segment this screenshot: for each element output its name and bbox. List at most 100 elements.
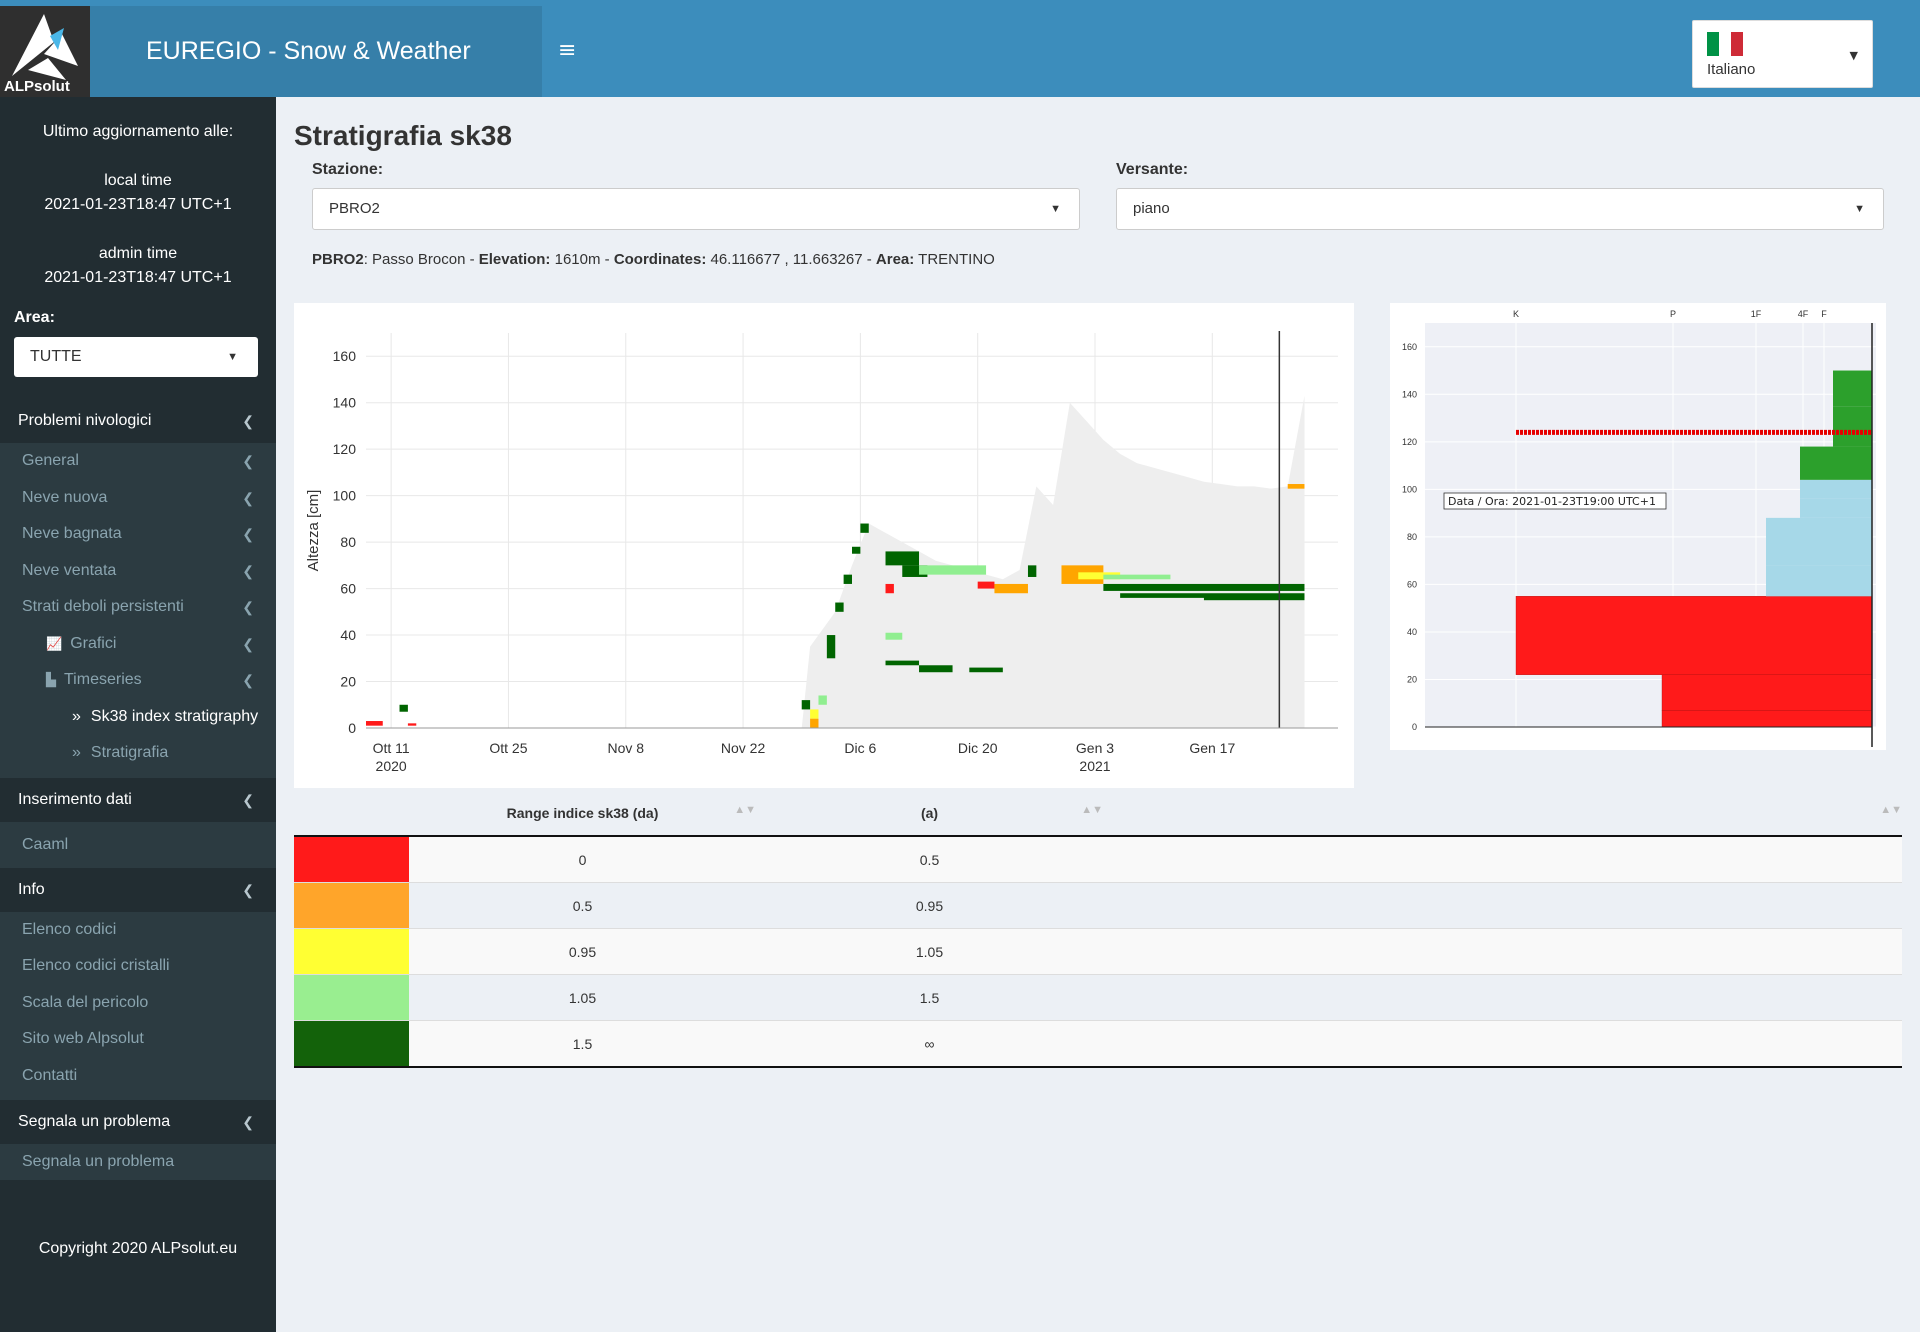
- sidebar: Ultimo aggiornamento alle: local time 20…: [0, 97, 276, 1332]
- stability-layer: [919, 565, 987, 575]
- top-tick-label: 1F: [1751, 309, 1762, 319]
- menu-item-scala-pericolo[interactable]: Scala del pericolo: [22, 993, 149, 1011]
- sort-icon[interactable]: ▲▼: [1081, 804, 1103, 816]
- sort-icon[interactable]: ▲▼: [1880, 804, 1902, 816]
- hardness-profile-chart[interactable]: 0 20 40 60 80 100 120 140 160 K P 1F 4F F Data / Ora: …: [1390, 303, 1886, 750]
- menu-item-contatti[interactable]: Contatti: [22, 1066, 78, 1084]
- chevron-left-icon: ❮: [242, 453, 254, 469]
- area-label: Area:: [14, 309, 55, 326]
- chevron-left-icon: ❮: [242, 1114, 254, 1130]
- date-annotation: Data / Ora: 2021-01-23T19:00 UTC+1: [1443, 492, 1667, 510]
- table-cell: 1.05: [409, 974, 756, 1021]
- mountain-logo-icon: [12, 14, 78, 80]
- y-tick-label: 80: [340, 534, 356, 550]
- stability-layer: [1203, 595, 1305, 601]
- chevron-left-icon: ❮: [242, 526, 254, 542]
- stability-layer: [1120, 593, 1305, 598]
- menu-item-segnala[interactable]: Segnala un problema: [22, 1153, 175, 1170]
- language-select[interactable]: Italiano ▼: [1692, 20, 1873, 88]
- hamburger-menu-icon[interactable]: ≡: [558, 38, 577, 63]
- station-info: PBRO2: Passo Brocon - Elevation: 1610m -…: [312, 251, 995, 268]
- menu-segnala[interactable]: Segnala un problema ❮: [0, 1100, 276, 1144]
- menu-item-timeseries[interactable]: ▙ Timeseries ❮: [0, 662, 276, 699]
- aspect-label: Versante:: [1116, 161, 1189, 178]
- segnala-submenu: Segnala un problema: [0, 1144, 276, 1180]
- x-tick-label: Nov 22: [721, 740, 766, 756]
- sk38-stratigraphy-chart[interactable]: 0 20 40 60 80 100 120 140 160 Ott 11 Ott 25 Nov 8 No…: [294, 303, 1354, 788]
- menu-item-neve-bagnata[interactable]: Neve bagnata ❮: [0, 516, 276, 553]
- table-row: 1.05 1.5: [294, 974, 1902, 1021]
- menu-inserimento-dati[interactable]: Inserimento dati ❮: [0, 778, 276, 822]
- stability-layer: [407, 723, 417, 726]
- y-tick-label: 140: [333, 395, 357, 411]
- table-header-to[interactable]: (a) ▲▼: [756, 790, 1103, 837]
- area-value: TUTTE: [30, 348, 82, 365]
- menu-item-strati-deboli[interactable]: Strati deboli persistenti ❮: [0, 589, 276, 626]
- update-title: Ultimo aggiornamento alle:: [42, 123, 234, 140]
- menu-item-stratigrafia[interactable]: » Stratigrafia: [72, 744, 169, 761]
- menu-item-sk38[interactable]: » Sk38 index stratigraphy: [72, 707, 259, 725]
- y-tick-label: 140: [1402, 389, 1417, 399]
- table-header-empty[interactable]: ▲▼: [1103, 790, 1902, 837]
- table-cell: 0.95: [409, 928, 756, 975]
- top-tick-label: 4F: [1798, 309, 1809, 319]
- station-value: PBRO2: [329, 200, 380, 217]
- table-header-from[interactable]: Range indice sk38 (da) ▲▼: [409, 790, 756, 837]
- area-select[interactable]: TUTTE ▼: [14, 337, 258, 377]
- chevron-left-icon: ❮: [242, 881, 254, 898]
- stability-layer: [826, 635, 836, 659]
- page-title: Stratigrafia sk38: [294, 120, 512, 151]
- stability-layer: [399, 704, 408, 712]
- double-chevron-right-icon: »: [72, 707, 81, 725]
- menu-problemi-nivologici[interactable]: Problemi nivologici ❮: [0, 399, 276, 443]
- sk38-chart-svg[interactable]: 0 20 40 60 80 100 120 140 160 Ott 11 Ott 25 Nov 8 No…: [294, 303, 1354, 788]
- menu-item-elenco-cristalli[interactable]: Elenco codici cristalli: [22, 957, 170, 974]
- stability-layer: [1287, 484, 1305, 489]
- stability-layer: [885, 660, 920, 666]
- y-axis-label: Altezza [cm]: [305, 490, 322, 572]
- x-year-label: 2020: [376, 758, 407, 774]
- aspect-select[interactable]: piano ▼: [1116, 188, 1884, 230]
- annotation-text: Data / Ora: 2021-01-23T19:00 UTC+1: [1448, 495, 1656, 508]
- sk38-legend-table: Range indice sk38 (da) ▲▼ (a) ▲▼ ▲▼ 0 0.5 …: [294, 790, 1902, 1068]
- menu-item-sito-web[interactable]: Sito web Alpsolut: [22, 1030, 144, 1047]
- table-cell: 0: [409, 835, 756, 883]
- menu-item-neve-ventata[interactable]: Neve ventata ❮: [0, 553, 276, 590]
- menu-item-neve-nuova[interactable]: Neve nuova ❮: [0, 480, 276, 517]
- app-title[interactable]: EUREGIO - Snow & Weather: [90, 6, 542, 97]
- menu-info[interactable]: Info ❮: [0, 868, 276, 912]
- menu-label: Segnala un problema: [18, 1113, 171, 1130]
- stability-layer: [852, 546, 861, 554]
- stability-layer: [977, 581, 995, 589]
- station-select[interactable]: PBRO2 ▼: [312, 188, 1080, 230]
- stability-layer: [902, 565, 928, 577]
- local-time-label: local time: [104, 172, 172, 189]
- top-tick-label: F: [1821, 309, 1827, 319]
- table-row: 0.95 1.05: [294, 928, 1902, 975]
- y-tick-label: 0: [1412, 722, 1417, 732]
- logo[interactable]: ALPsolut: [0, 6, 90, 97]
- hardness-bar: [1833, 406, 1872, 447]
- chevron-left-icon: ❮: [242, 672, 254, 688]
- menu-item-elenco-codici[interactable]: Elenco codici: [22, 920, 117, 938]
- menu-label: Problemi nivologici: [18, 412, 152, 429]
- top-header: ALPsolut EUREGIO - Snow & Weather ≡ Ital…: [0, 0, 1920, 97]
- y-tick-label: 20: [1407, 674, 1417, 684]
- table-row: 0.5 0.95: [294, 882, 1902, 929]
- y-tick-label: 60: [1407, 579, 1417, 589]
- menu-item-general[interactable]: General ❮: [0, 443, 276, 480]
- caret-down-icon: ▼: [227, 351, 238, 363]
- stability-layer: [860, 523, 869, 533]
- stability-layer: [1027, 565, 1037, 577]
- stability-layer: [1078, 572, 1121, 580]
- sort-icon[interactable]: ▲▼: [734, 804, 756, 816]
- aspect-value: piano: [1133, 200, 1170, 217]
- menu-item-grafici[interactable]: 📈 Grafici ❮: [0, 626, 276, 663]
- stability-layer: [919, 665, 953, 673]
- stability-layer: [835, 602, 844, 612]
- menu-label: Inserimento dati: [18, 790, 132, 808]
- profile-chart-svg[interactable]: 0 20 40 60 80 100 120 140 160 K P 1F 4F F Data / Ora: …: [1390, 303, 1886, 750]
- table-cell: 1.5: [409, 1020, 756, 1067]
- menu-item-caaml[interactable]: Caaml: [22, 835, 69, 853]
- color-swatch: [294, 883, 409, 928]
